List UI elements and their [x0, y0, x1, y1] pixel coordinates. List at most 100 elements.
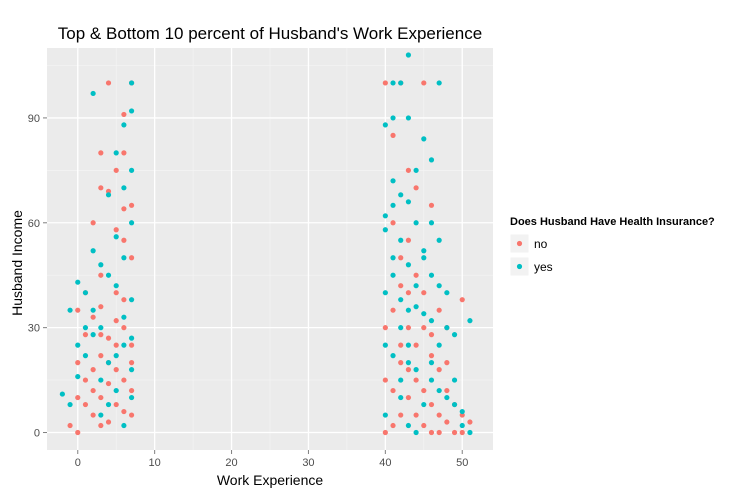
- data-point-yes: [75, 342, 81, 348]
- data-point-yes: [428, 318, 435, 324]
- data-point-no: [413, 412, 419, 418]
- x-tick-label: 50: [456, 457, 468, 469]
- data-point-no: [398, 283, 404, 289]
- data-point-no: [121, 150, 127, 156]
- data-point-no: [121, 377, 127, 383]
- data-point-yes: [98, 325, 104, 331]
- data-point-no: [405, 367, 412, 373]
- data-point-no: [90, 387, 96, 394]
- data-point-yes: [459, 422, 465, 429]
- data-point-yes: [390, 178, 396, 184]
- data-point-no: [444, 419, 450, 425]
- data-point-no: [398, 342, 404, 348]
- data-point-no: [421, 80, 427, 86]
- data-point-yes: [128, 108, 135, 114]
- data-point-no: [113, 367, 119, 373]
- data-point-yes: [390, 353, 396, 359]
- data-point-no: [90, 412, 96, 418]
- data-point-no: [413, 377, 419, 383]
- data-point-no: [105, 380, 112, 387]
- data-point-yes: [98, 262, 104, 268]
- data-point-no: [75, 307, 81, 313]
- data-point-no: [390, 387, 396, 394]
- data-point-yes: [390, 80, 396, 86]
- data-point-no: [398, 412, 404, 418]
- data-point-yes: [428, 272, 435, 278]
- data-point-yes: [413, 429, 419, 436]
- data-point-yes: [451, 401, 458, 408]
- data-point-yes: [398, 192, 404, 198]
- x-axis: 0 10 20 30 40 50: [75, 450, 468, 469]
- data-point-yes: [398, 377, 404, 383]
- data-point-yes: [421, 255, 427, 261]
- data-point-no: [75, 394, 81, 401]
- data-point-yes: [67, 401, 73, 408]
- data-point-no: [90, 220, 96, 226]
- data-point-no: [413, 185, 419, 191]
- chart-title: Top & Bottom 10 percent of Husband's Wor…: [58, 24, 482, 43]
- data-point-yes: [113, 150, 119, 156]
- data-point-no: [82, 401, 89, 408]
- data-point-yes: [105, 401, 112, 408]
- data-point-no: [98, 150, 104, 156]
- data-point-yes: [382, 227, 388, 233]
- data-point-no: [121, 408, 127, 415]
- data-point-no: [121, 237, 127, 243]
- data-point-no: [421, 325, 427, 331]
- data-point-no: [428, 332, 435, 338]
- x-axis-title: Work Experience: [217, 472, 324, 488]
- data-point-yes: [121, 255, 127, 261]
- data-point-no: [382, 325, 388, 331]
- data-point-no: [121, 111, 127, 118]
- data-point-yes: [413, 304, 419, 310]
- x-tick-label: 0: [75, 457, 81, 469]
- data-point-yes: [405, 199, 412, 205]
- data-point-yes: [405, 307, 412, 313]
- data-point-yes: [113, 387, 119, 394]
- y-axis-title: Husband Income: [9, 210, 25, 316]
- data-point-no: [90, 367, 96, 373]
- data-point-no: [436, 429, 442, 436]
- data-point-no: [405, 325, 412, 331]
- data-point-no: [75, 429, 81, 436]
- data-point-no: [113, 342, 119, 348]
- data-point-yes: [405, 262, 412, 268]
- data-point-yes: [105, 360, 112, 366]
- data-point-yes: [128, 167, 135, 173]
- major-gridlines: [47, 48, 493, 450]
- data-point-no: [105, 419, 112, 425]
- data-point-yes: [436, 387, 442, 394]
- data-point-yes: [121, 314, 127, 320]
- data-point-no: [128, 202, 135, 208]
- data-point-no: [459, 429, 465, 436]
- data-point-yes: [98, 412, 104, 418]
- data-point-yes: [398, 297, 404, 303]
- data-point-no: [113, 227, 119, 233]
- legend-swatch-no: [516, 240, 523, 247]
- data-point-no: [390, 132, 396, 138]
- data-point-yes: [413, 220, 419, 226]
- data-point-no: [128, 342, 135, 348]
- data-point-yes: [398, 237, 404, 243]
- data-point-no: [98, 353, 104, 359]
- data-point-no: [382, 80, 388, 86]
- data-point-yes: [113, 353, 119, 359]
- y-tick-label: 30: [28, 323, 40, 335]
- data-point-yes: [121, 422, 127, 429]
- data-point-yes: [398, 80, 404, 86]
- data-point-yes: [428, 220, 435, 226]
- data-point-yes: [90, 332, 96, 338]
- data-point-yes: [413, 283, 419, 289]
- data-point-yes: [428, 360, 435, 366]
- y-tick-label: 90: [28, 113, 40, 125]
- data-point-yes: [421, 248, 427, 254]
- data-point-yes: [451, 332, 458, 338]
- data-point-yes: [113, 234, 119, 240]
- legend-label-no: no: [534, 237, 548, 251]
- data-point-no: [82, 377, 89, 383]
- data-point-yes: [75, 279, 81, 285]
- data-point-yes: [128, 220, 135, 226]
- data-point-no: [128, 255, 135, 261]
- data-point-no: [436, 412, 442, 418]
- data-point-no: [113, 401, 119, 408]
